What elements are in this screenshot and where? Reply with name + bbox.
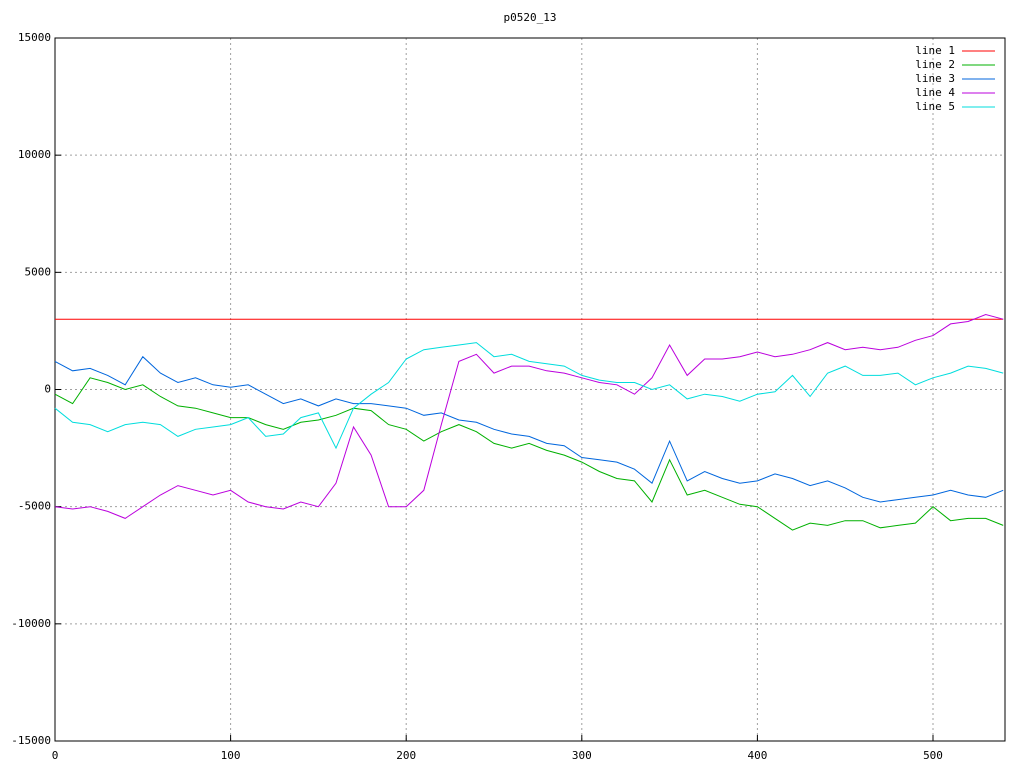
legend-label: line 5 <box>915 100 955 113</box>
legend-label: line 3 <box>915 72 955 85</box>
legend-label: line 1 <box>915 44 955 57</box>
legend-label: line 4 <box>915 86 955 99</box>
y-tick-label: -5000 <box>18 500 51 513</box>
y-tick-label: 10000 <box>18 148 51 161</box>
series-line <box>54 313 1004 519</box>
x-tick-label: 0 <box>52 749 59 762</box>
series-line <box>54 342 1004 450</box>
plot-frame <box>54 37 1006 742</box>
x-tick-label: 300 <box>572 749 592 762</box>
y-tick-label: 15000 <box>18 31 51 44</box>
legend-label: line 2 <box>915 58 955 71</box>
y-tick-label: 0 <box>44 383 51 396</box>
chart-title: p0520_13 <box>504 11 557 24</box>
x-tick-label: 400 <box>747 749 767 762</box>
series-line <box>54 355 1004 503</box>
y-tick-label: -15000 <box>11 734 51 747</box>
y-tick-label: -10000 <box>11 617 51 630</box>
y-tick-label: 5000 <box>25 265 52 278</box>
x-tick-label: 200 <box>396 749 416 762</box>
x-tick-label: 100 <box>221 749 241 762</box>
x-tick-label: 500 <box>923 749 943 762</box>
series-line <box>54 377 1004 531</box>
